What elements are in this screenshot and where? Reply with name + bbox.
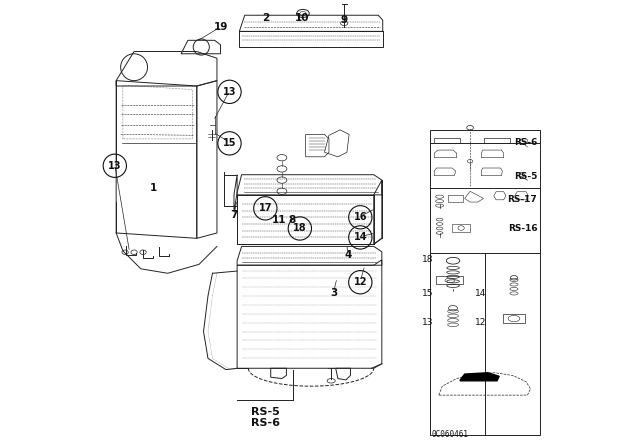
Text: 14: 14: [476, 289, 486, 298]
Text: 13: 13: [422, 318, 434, 327]
Text: RS-6: RS-6: [514, 138, 538, 147]
Polygon shape: [460, 373, 499, 381]
Bar: [448, 195, 463, 202]
Text: 7: 7: [230, 210, 237, 220]
Bar: [430, 130, 540, 435]
Text: 4: 4: [344, 250, 351, 260]
Text: 18: 18: [422, 255, 434, 264]
Text: 8: 8: [289, 215, 296, 224]
Text: 12: 12: [476, 318, 486, 327]
Text: 13: 13: [108, 161, 122, 171]
Text: 15: 15: [223, 138, 236, 148]
Text: RS-16: RS-16: [508, 224, 538, 233]
Text: 9: 9: [340, 15, 348, 25]
Text: 11: 11: [271, 215, 286, 224]
Text: 16: 16: [353, 212, 367, 222]
Text: 18: 18: [293, 224, 307, 233]
Text: 0C060461: 0C060461: [432, 430, 469, 439]
Text: 19: 19: [213, 22, 228, 32]
Text: RS-6: RS-6: [251, 418, 280, 428]
Bar: [435, 138, 460, 143]
Text: 17: 17: [259, 203, 272, 213]
Text: RS-5: RS-5: [251, 407, 280, 417]
Text: 12: 12: [353, 277, 367, 287]
Text: RS-5: RS-5: [514, 172, 538, 181]
Text: 14: 14: [353, 233, 367, 242]
Text: RS-17: RS-17: [508, 195, 538, 204]
Text: 15: 15: [422, 289, 434, 298]
Bar: [452, 224, 470, 232]
Text: 2: 2: [262, 13, 269, 23]
Bar: [484, 138, 511, 143]
Text: 1: 1: [150, 183, 157, 193]
Text: 3: 3: [330, 289, 337, 298]
Text: 10: 10: [295, 13, 309, 23]
Text: 13: 13: [223, 87, 236, 97]
